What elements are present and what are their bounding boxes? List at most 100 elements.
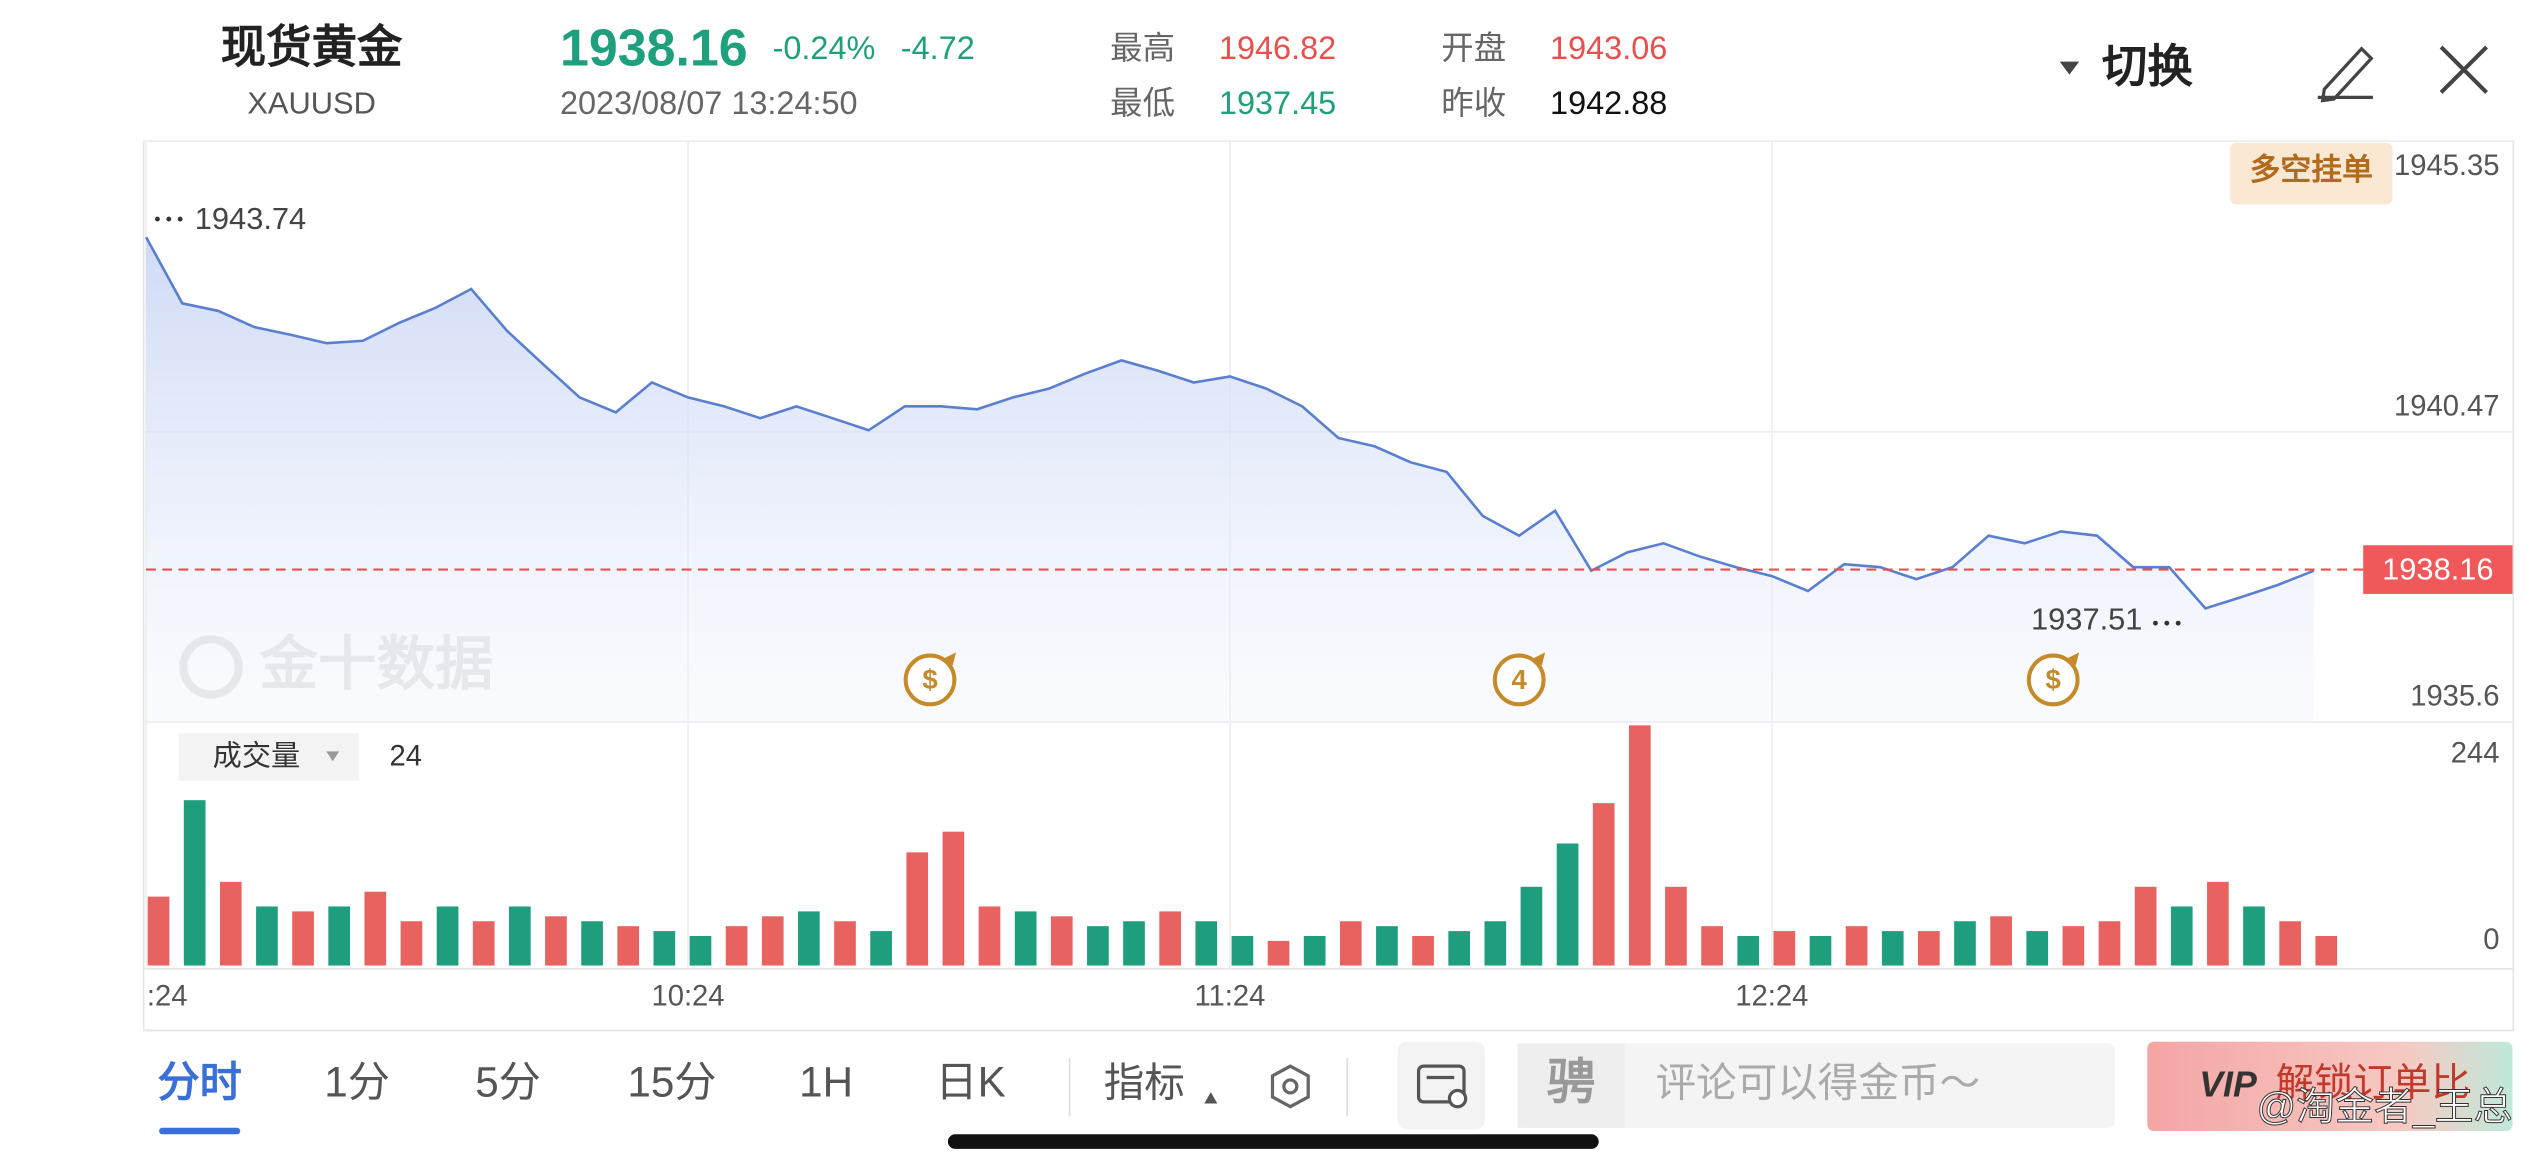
volume-bar [617,926,640,966]
volume-bar [761,916,784,966]
last-price-label: 1938.16 [2382,551,2493,586]
settings-icon[interactable] [1270,1064,1310,1109]
volume-bar [1954,921,1976,966]
volume-bar [870,931,892,966]
volume-bar [1737,936,1760,966]
unlock-button[interactable] [2147,1041,2513,1132]
volume-bar [2243,906,2265,966]
event-marker[interactable] [2026,653,2080,707]
volume-bar [1412,936,1434,966]
volume-bar [2134,886,2157,966]
period-tab[interactable]: 1分 [324,1059,390,1106]
price-area [146,237,2314,723]
note-icon[interactable] [1397,1041,1486,1130]
change-pct: -0.24% [773,30,876,66]
unlock-label: 解锁订单比 [2276,1062,2471,1105]
volume-bar [1195,921,1218,966]
volume-bar [1592,803,1615,966]
stat-value: 1946.82 [1219,30,1336,66]
volume-bar [1520,886,1543,966]
last-price-box [2363,545,2513,594]
edit-icon[interactable] [2317,46,2374,103]
indicator-tab[interactable]: 指标 [1104,1059,1185,1105]
comment-icon-bg [1517,1043,1625,1128]
event-label: $ [922,664,937,695]
volume-bar [2170,906,2193,966]
chart-area: :2410:2411:2412:241935.61940.471945.35金十… [142,140,2515,1032]
period-tab[interactable]: 5分 [475,1059,541,1106]
volume-bar [798,911,820,966]
volume-bar [1123,921,1145,966]
volume-bar [725,926,748,966]
home-indicator [947,1134,1599,1149]
legend-arrow [326,751,340,762]
period-tab[interactable]: 分时 [157,1059,241,1106]
stat-label: 最低 [1110,85,1175,121]
x-tick-label: :24 [147,981,188,1013]
toolbar: 指标 骋 评论可以得金币～ VIP 解锁订单比 @淘金者_王总 分时 1分 5分 15… [142,1029,2513,1149]
instrument-name: 现货黄金 [221,21,403,72]
event-marker[interactable] [1492,653,1546,707]
volume-bar [545,916,567,966]
volume-bar [508,906,531,966]
volume-bar [1809,936,1832,966]
comment-box[interactable] [1517,1043,2115,1128]
volume-bar [1231,936,1254,966]
period-tab[interactable]: 日K [935,1059,1005,1106]
volume-bar [1014,911,1037,966]
change: -4.72 [901,30,975,66]
event-marker[interactable] [903,653,957,707]
volume-bar [942,831,965,966]
y-tick-label: 1945.35 [2394,150,2500,182]
comment-placeholder: 评论可以得金币～ [1656,1059,1981,1105]
active-tab-underline [159,1127,241,1135]
badge-bg[interactable] [2230,142,2393,205]
leader-dot [2153,620,2158,626]
volume-bar [2062,926,2085,966]
low-label: 1937.51 [2031,602,2142,637]
volume-bar [1484,921,1507,966]
stat-label: 昨收 [1441,85,1506,121]
volume-bar [1701,926,1723,966]
volume-bar [292,911,314,966]
x-tick-label: 11:24 [1194,981,1265,1013]
volume-bar [1303,936,1326,966]
period-tab[interactable]: 1H [799,1059,853,1106]
volume-bar [2207,881,2229,966]
volume-bar [1267,940,1290,966]
stat-label: 开盘 [1441,30,1506,66]
timestamp: 2023/08/07 13:24:50 [560,85,858,121]
volume-bar [2026,931,2049,966]
volume-bar [1376,926,1398,966]
high-label: 1943.74 [195,201,306,236]
y-tick-label: 0 [2483,924,2499,956]
stat-value: 1937.45 [1219,85,1336,121]
user-watermark: @淘金者_王总 [2257,1086,2513,1129]
volume-bar [1159,911,1181,966]
close-icon[interactable] [2439,45,2488,94]
volume-bar [219,881,242,966]
legend-bg[interactable] [178,733,359,781]
leader-dot [155,216,160,222]
volume-bar [2315,936,2338,966]
stat-value: 1942.88 [1550,85,1667,121]
volume-bar [653,931,676,966]
price: 1938.16 [560,20,748,78]
volume-bar [1448,931,1471,966]
volume-bar [1918,931,1940,966]
volume-bar [1628,725,1651,966]
leader-dot [166,216,172,222]
leader-dot [177,216,183,222]
volume-bar [328,906,351,966]
event-marker-tip [943,652,956,666]
switch-button[interactable]: 切换 [2102,41,2193,92]
vip-badge: VIP [2199,1065,2257,1105]
volume-bar [834,921,856,966]
instrument-symbol: XAUUSD [247,86,375,121]
event-label: $ [2046,664,2061,695]
volume-bar [2098,921,2121,966]
y-tick-label: 1940.47 [2394,390,2500,422]
period-tab[interactable]: 15分 [627,1059,716,1106]
